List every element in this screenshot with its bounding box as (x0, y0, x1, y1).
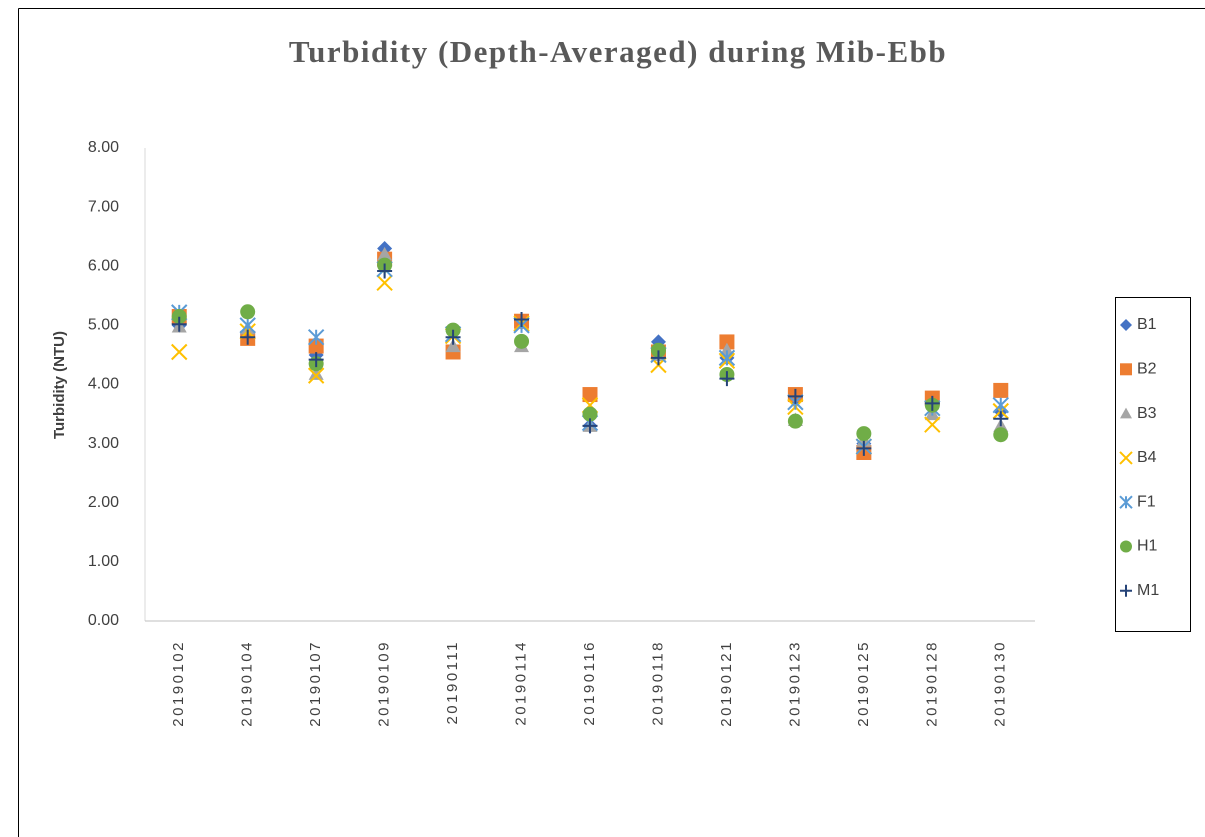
legend-marker (1120, 540, 1132, 553)
data-point (856, 440, 872, 456)
y-tick-label: 4.00 (88, 376, 119, 393)
data-point (650, 342, 666, 358)
data-point (171, 316, 187, 332)
y-tick-label: 0.00 (88, 612, 119, 629)
data-point (514, 311, 530, 327)
x-tick-label: 20190123 (786, 640, 803, 727)
legend-label: B2 (1137, 361, 1157, 378)
data-point (307, 328, 325, 346)
data-point (992, 396, 1009, 414)
data-point (376, 274, 393, 292)
x-tick-label: 20190109 (376, 640, 393, 727)
y-tick-label: 1.00 (88, 553, 119, 570)
data-point (924, 416, 941, 433)
y-tick-label: 2.00 (88, 494, 119, 511)
data-point (787, 388, 803, 404)
data-point (787, 413, 803, 429)
data-point (445, 329, 461, 345)
data-point (993, 411, 1009, 427)
data-point (445, 338, 461, 353)
legend-label: F1 (1137, 493, 1156, 510)
legend-marker (1120, 584, 1132, 597)
legend-label: B3 (1137, 405, 1157, 422)
x-tick-label: 20190102 (170, 640, 187, 727)
data-point (718, 349, 736, 367)
data-point (240, 329, 256, 345)
x-tick-label: 20190125 (855, 640, 872, 727)
data-point (171, 343, 188, 361)
y-axis-label: Turbidity (NTU) (51, 331, 68, 439)
x-tick-label: 20190128 (923, 640, 940, 727)
y-tick-label: 3.00 (88, 435, 119, 452)
legend-marker (1120, 407, 1132, 419)
legend-label: H1 (1137, 538, 1158, 555)
data-point (514, 333, 530, 349)
legend (1115, 297, 1191, 632)
data-point (377, 263, 393, 279)
data-point (719, 334, 735, 350)
data-point (993, 382, 1009, 398)
x-tick-label: 20190111 (444, 640, 461, 725)
data-point (308, 352, 324, 368)
data-point (240, 304, 256, 320)
x-tick-label: 20190107 (307, 640, 324, 727)
data-point (924, 395, 940, 411)
data-point (582, 406, 598, 422)
legend-marker (1119, 451, 1133, 465)
data-point (856, 426, 872, 442)
legend-marker (1120, 363, 1132, 376)
data-point (377, 246, 393, 261)
x-tick-label: 20190114 (513, 640, 530, 726)
legend-marker (1120, 319, 1132, 331)
x-tick-label: 20190118 (649, 640, 666, 726)
y-tick-label: 7.00 (88, 198, 119, 215)
x-tick-label: 20190130 (992, 640, 1009, 727)
data-point (307, 367, 325, 384)
y-tick-label: 6.00 (88, 257, 119, 274)
data-point (993, 427, 1009, 443)
data-point (308, 366, 324, 380)
legend-label: M1 (1137, 582, 1159, 599)
data-point (582, 387, 598, 403)
legend-marker (1119, 495, 1133, 509)
x-tick-label: 20190116 (581, 640, 598, 726)
data-point (582, 418, 598, 434)
y-tick-label: 5.00 (88, 317, 119, 334)
x-tick-label: 20190121 (718, 640, 735, 727)
y-tick-label: 8.00 (88, 139, 119, 156)
data-point (719, 371, 735, 387)
data-point (650, 350, 666, 366)
legend-label: B1 (1137, 316, 1157, 333)
data-point (171, 309, 187, 325)
legend-label: B4 (1137, 449, 1157, 466)
chart-title: Turbidity (Depth-Averaged) during Mib-Eb… (289, 34, 947, 69)
x-tick-label: 20190104 (239, 640, 256, 727)
